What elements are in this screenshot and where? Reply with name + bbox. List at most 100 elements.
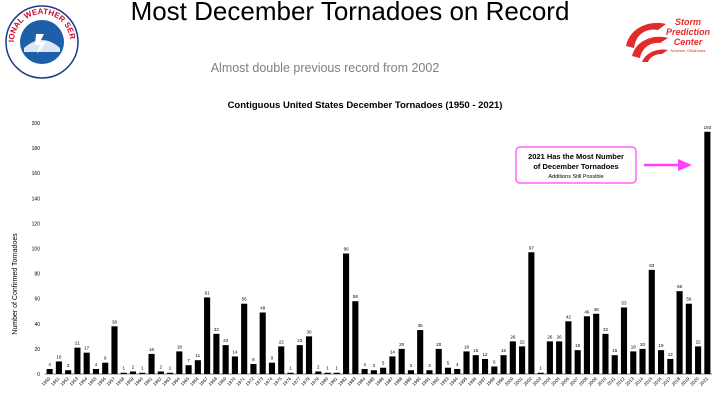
bar-2013 [630, 351, 637, 374]
x-tick-label-1972: 1972 [245, 376, 256, 387]
data-label-1994: 4 [456, 362, 459, 367]
y-tick-label: 20 [34, 347, 40, 353]
bar-1970 [231, 356, 238, 374]
data-label-1977: 23 [297, 338, 303, 343]
x-tick-label-2021: 2021 [698, 376, 709, 387]
bar-1953 [74, 347, 81, 374]
data-label-1990: 35 [418, 323, 424, 328]
data-label-2007: 19 [575, 343, 581, 348]
bar-2014 [639, 348, 646, 374]
bar-2002 [528, 252, 535, 374]
bar-1976 [287, 372, 294, 374]
bar-1952 [65, 370, 72, 374]
slide-title: Most December Tornadoes on Record [130, 0, 570, 26]
bar-1966 [194, 360, 201, 374]
bar-2004 [546, 341, 553, 374]
data-label-2000: 26 [510, 334, 516, 339]
data-label-2011: 15 [612, 348, 618, 353]
x-tick-label-1968: 1968 [207, 376, 218, 387]
data-label-1980: 1 [326, 366, 329, 371]
bar-1993 [444, 367, 452, 374]
tornado-bar-chart: Contiguous United States December Tornad… [12, 100, 712, 387]
data-label-2019: 56 [686, 297, 692, 302]
bar-2021 [704, 131, 711, 374]
spc-logo-line2: Prediction [666, 27, 711, 37]
data-label-1970: 14 [232, 349, 238, 354]
bar-1997 [481, 358, 489, 374]
bar-1972 [250, 363, 257, 374]
bar-1979 [315, 371, 322, 374]
x-tick-label-1984: 1984 [356, 376, 367, 387]
data-label-1958: 1 [122, 366, 125, 371]
x-tick-label-1985: 1985 [365, 376, 376, 387]
x-tick-label-1970: 1970 [226, 376, 237, 387]
annotation-callout: 2021 Has the Most Number of December Tor… [515, 146, 637, 184]
x-tick-label-1976: 1976 [282, 376, 293, 387]
spc-logo-line1: Storm [675, 17, 701, 27]
y-axis-label: Number of Confirmed Tornadoes [12, 233, 19, 335]
x-tick-label-2007: 2007 [569, 376, 580, 387]
bar-2010 [602, 333, 609, 374]
data-label-2020: 22 [696, 339, 702, 344]
bar-1999 [500, 355, 507, 374]
callout-line3: Additions Still Possible [548, 174, 603, 180]
bar-1992 [435, 348, 442, 374]
data-label-1961: 16 [149, 347, 155, 352]
bar-1998 [491, 366, 498, 374]
bar-1965 [185, 365, 192, 374]
chart-title: Contiguous United States December Tornad… [228, 100, 503, 111]
x-tick-label-1990: 1990 [411, 376, 422, 387]
x-tick-label-1961: 1961 [143, 376, 154, 387]
data-label-2017: 12 [668, 352, 674, 357]
x-axis-ticks: 1950195119521953195419551956195719581959… [41, 376, 710, 387]
data-label-1989: 3 [410, 363, 413, 368]
data-label-1969: 23 [223, 338, 229, 343]
data-label-1955: 4 [95, 362, 98, 367]
data-label-2009: 48 [594, 307, 600, 312]
data-label-1986: 5 [382, 361, 385, 366]
bar-1985 [370, 370, 377, 374]
bar-1986 [380, 367, 387, 374]
bar-1982 [343, 253, 350, 374]
data-label-1972: 8 [252, 357, 255, 362]
bar-1951 [55, 361, 62, 374]
data-label-1964: 18 [177, 344, 183, 349]
x-tick-label-1999: 1999 [495, 376, 506, 387]
x-tick-label-1971: 1971 [235, 376, 246, 387]
spc-logo-line4: Norman, Oklahoma [671, 48, 706, 53]
x-tick-label-2002: 2002 [522, 376, 533, 387]
nws-logo-icon: NATIONAL WEATHER SERVICE [4, 4, 79, 79]
bars-group [46, 131, 711, 374]
bar-1968 [213, 333, 220, 374]
data-label-2014: 20 [640, 342, 646, 347]
y-tick-label: 40 [34, 322, 40, 328]
data-label-1992: 20 [436, 342, 442, 347]
data-label-1975: 22 [279, 339, 285, 344]
y-tick-label: 80 [34, 272, 40, 278]
x-tick-label-1982: 1982 [337, 376, 348, 387]
x-tick-label-1991: 1991 [421, 376, 432, 387]
arrow-head [678, 159, 692, 171]
x-tick-label-1987: 1987 [383, 376, 394, 387]
data-label-1998: 6 [493, 359, 496, 364]
data-label-1987: 14 [390, 349, 396, 354]
x-tick-label-1979: 1979 [309, 376, 320, 387]
data-label-2012: 53 [621, 300, 627, 305]
data-label-1960: 1 [141, 366, 144, 371]
data-label-1973: 49 [260, 306, 266, 311]
bar-1975 [278, 346, 285, 374]
slide-subtitle: Almost double previous record from 2002 [210, 61, 440, 75]
data-label-2016: 19 [659, 343, 665, 348]
x-tick-label-1960: 1960 [133, 376, 144, 387]
x-tick-label-1997: 1997 [476, 376, 487, 387]
x-tick-label-1959: 1959 [124, 376, 135, 387]
x-tick-label-1962: 1962 [152, 376, 163, 387]
bar-2012 [620, 307, 628, 374]
bar-1974 [268, 362, 276, 374]
x-tick-label-1969: 1969 [217, 376, 228, 387]
data-label-1968: 32 [214, 327, 220, 332]
spc-logo-line3: Center [674, 37, 703, 47]
data-label-1979: 2 [317, 364, 320, 369]
data-label-1976: 1 [289, 366, 292, 371]
